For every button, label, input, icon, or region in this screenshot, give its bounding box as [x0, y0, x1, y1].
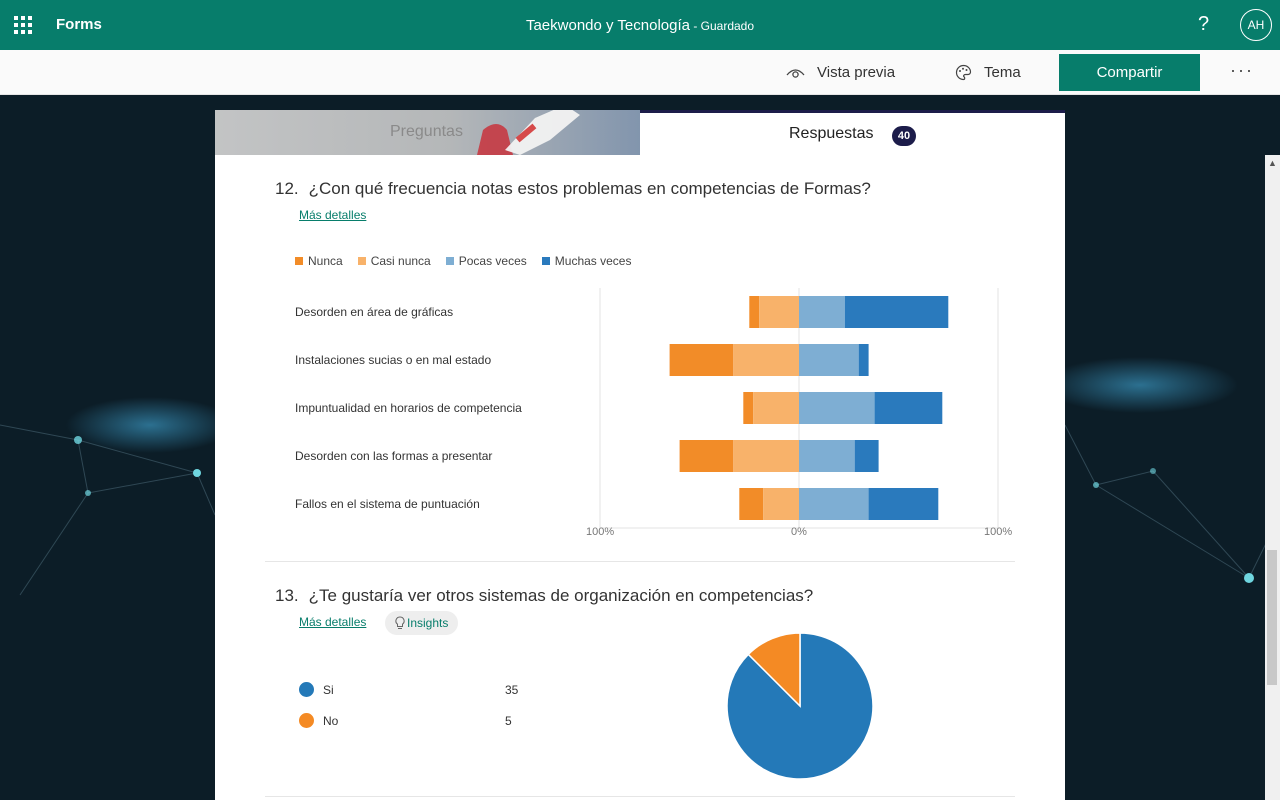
tab-responses[interactable]: Respuestas 40	[640, 110, 1065, 155]
app-name[interactable]: Forms	[56, 16, 102, 33]
preview-label: Vista previa	[817, 64, 896, 81]
palette-icon	[955, 64, 972, 81]
bar-casi-nunca	[763, 488, 799, 520]
question-12-title: 12. ¿Con qué frecuencia notas estos probl…	[275, 179, 871, 199]
scrollbar-thumb[interactable]	[1267, 550, 1277, 685]
theme-banner-image	[477, 110, 580, 155]
bar-nunca	[739, 488, 764, 520]
pie-legend-label-si: Si	[323, 682, 334, 697]
bar-muchas-veces	[874, 392, 943, 424]
more-options-icon[interactable]: ···	[1230, 60, 1254, 80]
chart-12-tick-label: 100%	[984, 526, 1013, 538]
bar-muchas-veces	[844, 296, 949, 328]
eye-icon	[786, 68, 805, 78]
chart-12-row-label: Instalaciones sucias o en mal estado	[295, 353, 492, 367]
chart-12-row-label: Desorden con las formas a presentar	[295, 449, 493, 463]
bar-muchas-veces	[858, 344, 869, 376]
insights-label: Insights	[407, 616, 449, 630]
pie-slice-no	[747, 632, 801, 708]
legend-swatch-casi-nunca	[357, 257, 366, 265]
legend-item-pocas-veces: Pocas veces	[445, 254, 527, 268]
document-title: Taekwondo y Tecnología - Guardado	[0, 17, 1280, 34]
saved-status: Guardado	[700, 19, 755, 33]
chart-12-tick-label: 0%	[791, 526, 807, 538]
bar-nunca	[679, 440, 734, 472]
bar-nunca	[669, 344, 734, 376]
preview-button[interactable]: Vista previa	[786, 50, 895, 95]
legend-item-casi-nunca: Casi nunca	[357, 254, 431, 268]
question-12-more-details-link[interactable]: Más detalles	[299, 208, 367, 222]
theme-label: Tema	[984, 64, 1021, 81]
responses-count-badge: 40	[892, 126, 916, 146]
legend-label-nunca: Nunca	[308, 254, 343, 268]
title-separator: -	[689, 19, 701, 33]
vertical-scrollbar[interactable]: ▲	[1265, 155, 1280, 800]
bar-muchas-veces	[854, 440, 879, 472]
legend-label-casi-nunca: Casi nunca	[370, 254, 431, 268]
question-13-title: 13. ¿Te gustaría ver otros sistemas de or…	[275, 586, 813, 606]
document-title-text[interactable]: Taekwondo y Tecnología	[525, 17, 690, 34]
bar-casi-nunca	[759, 296, 799, 328]
bar-pocas-veces	[799, 392, 875, 424]
legend-swatch-nunca	[295, 257, 303, 265]
tab-responses-label: Respuestas	[789, 125, 874, 142]
avatar[interactable]: AH	[1240, 9, 1272, 41]
question-13-text: ¿Te gustaría ver otros sistemas de organ…	[308, 586, 814, 605]
legend-label-pocas-veces: Pocas veces	[458, 254, 527, 268]
legend-label-muchas-veces: Muchas veces	[554, 254, 632, 268]
help-icon[interactable]: ?	[1198, 13, 1210, 35]
tab-questions[interactable]: Preguntas	[215, 110, 640, 155]
question-13-number: 13.	[275, 586, 299, 605]
bar-pocas-veces	[799, 296, 845, 328]
tab-questions-label: Preguntas	[390, 123, 463, 140]
bar-casi-nunca	[733, 344, 799, 376]
pie-legend-item-no: No	[299, 713, 338, 728]
pie-count-si: 35	[505, 683, 519, 697]
bar-pocas-veces	[799, 488, 869, 520]
chart-12-row-label: Desorden en área de gráficas	[295, 305, 454, 319]
legend-swatch-pocas-veces	[445, 257, 454, 265]
pie-slice-si	[726, 632, 874, 780]
question-divider	[265, 561, 1015, 562]
share-button[interactable]: Compartir	[1059, 54, 1200, 91]
chart-12-tick-label: 100%	[586, 526, 615, 538]
top-bar: Forms Taekwondo y Tecnología - Guardado …	[0, 0, 1280, 50]
question-divider	[265, 796, 1015, 797]
question-13-more-details-link[interactable]: Más detalles	[299, 615, 367, 629]
theme-button[interactable]: Tema	[955, 50, 1021, 95]
chart-12-legend: Nunca Casi nunca Pocas veces Muchas vece…	[295, 254, 646, 268]
chart-12-row-label: Impuntualidad en horarios de competencia	[295, 401, 522, 415]
pie-slice-group	[726, 632, 874, 780]
chart-13-pie	[726, 632, 874, 780]
legend-item-nunca: Nunca	[295, 254, 343, 268]
question-12-text: ¿Con qué frecuencia notas estos problema…	[308, 179, 871, 198]
app-launcher-icon[interactable]	[14, 16, 32, 34]
bar-pocas-veces	[799, 440, 855, 472]
bar-casi-nunca	[753, 392, 799, 424]
pie-count-no: 5	[505, 714, 512, 728]
lightbulb-icon	[395, 616, 405, 629]
bar-nunca	[743, 392, 754, 424]
chart-12-row-label: Fallos en el sistema de puntuación	[295, 497, 480, 511]
bar-muchas-veces	[868, 488, 939, 520]
responses-card: 12. ¿Con qué frecuencia notas estos probl…	[215, 155, 1065, 800]
pie-legend-dot-no	[299, 713, 314, 728]
bar-pocas-veces	[799, 344, 859, 376]
network-background-decoration	[0, 424, 1280, 596]
pie-legend-label-no: No	[323, 713, 339, 728]
pie-legend-item-si: Si	[299, 682, 334, 697]
legend-swatch-muchas-veces	[541, 257, 550, 265]
legend-item-muchas-veces: Muchas veces	[541, 254, 632, 268]
bar-nunca	[749, 296, 760, 328]
scroll-up-arrow-icon[interactable]: ▲	[1268, 158, 1277, 168]
chart-12-bar-group	[669, 296, 949, 520]
bar-casi-nunca	[733, 440, 799, 472]
insights-button[interactable]: Insights	[385, 611, 459, 635]
question-12-number: 12.	[275, 179, 299, 198]
pie-legend-dot-si	[299, 682, 314, 697]
command-bar: Vista previa Tema Compartir ···	[0, 50, 1280, 95]
chart-12-diverging-bars	[599, 288, 999, 529]
